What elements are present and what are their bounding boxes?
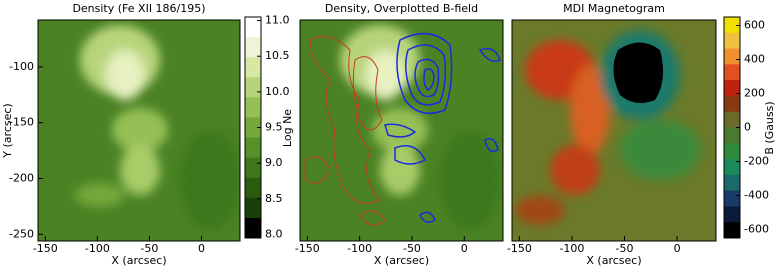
magnetogram-image bbox=[512, 20, 716, 241]
x-tick-label: -50 bbox=[140, 242, 158, 255]
colorbar-tick-label: 10.0 bbox=[265, 85, 290, 98]
colorbar-segment bbox=[724, 48, 740, 65]
colorbar-tick-label: 200 bbox=[744, 87, 765, 100]
colorbar-tick-label: 400 bbox=[744, 53, 765, 66]
density-image bbox=[38, 20, 240, 241]
colorbar-segment bbox=[724, 159, 740, 176]
colorbar-tick-label: -600 bbox=[744, 223, 769, 236]
colorbar-tick-label: -400 bbox=[744, 189, 769, 202]
colorbar-segment bbox=[245, 97, 261, 118]
x-tick-label: -100 bbox=[347, 242, 372, 255]
colorbar-tick-label: 11.0 bbox=[265, 14, 290, 27]
colorbar-segment bbox=[724, 190, 740, 207]
colorbar-segment bbox=[245, 77, 261, 98]
x-axis-label: X (arcsec) bbox=[111, 254, 166, 267]
colorbar-segment bbox=[724, 127, 740, 144]
colorbar-segment bbox=[724, 143, 740, 160]
y-tick-label: -150 bbox=[9, 116, 34, 129]
x-tick-label: -100 bbox=[559, 242, 584, 255]
colorbar-segment bbox=[245, 177, 261, 199]
colorbar-segment bbox=[724, 111, 740, 128]
x-axis-label: X (arcsec) bbox=[374, 254, 429, 267]
x-tick-label: -150 bbox=[507, 242, 532, 255]
plot-frame bbox=[511, 19, 717, 242]
colorbar-tick-label: 0 bbox=[744, 121, 751, 134]
colorbar-tick-label: -200 bbox=[744, 155, 769, 168]
panel-title: Density, Overplotted B-field bbox=[325, 2, 478, 15]
x-tick-label: -50 bbox=[616, 242, 634, 255]
y-tick-label: -250 bbox=[9, 227, 34, 240]
colorbar-segment bbox=[245, 57, 261, 78]
colorbar-segment bbox=[724, 80, 740, 97]
panel-title: Density (Fe XII 186/195) bbox=[72, 2, 205, 15]
colorbar-tick-label: 8.5 bbox=[265, 192, 283, 205]
colorbar-segment bbox=[724, 222, 740, 239]
colorbar-segment bbox=[245, 217, 261, 239]
plot-frame bbox=[299, 19, 504, 242]
colorbar-segment bbox=[724, 95, 740, 113]
x-tick-label: 0 bbox=[461, 242, 468, 255]
colorbar-segment bbox=[724, 32, 740, 50]
colorbar-tick-label: 10.5 bbox=[265, 49, 290, 62]
panel-title: MDI Magnetogram bbox=[563, 2, 665, 15]
x-tick-label: -150 bbox=[295, 242, 320, 255]
colorbar-label: B (Gauss) bbox=[763, 101, 776, 154]
colorbar-label: Log Ne bbox=[281, 109, 294, 147]
colorbar-segment bbox=[245, 157, 261, 179]
colorbar-segment bbox=[245, 37, 261, 58]
y-axis-label: Y (arcsec) bbox=[1, 103, 14, 158]
x-tick-label: -50 bbox=[403, 242, 421, 255]
colorbar-tick-label: 600 bbox=[744, 19, 765, 32]
x-axis-label: X (arcsec) bbox=[586, 254, 641, 267]
colorbar-segment bbox=[245, 137, 261, 159]
colorbar-segment bbox=[724, 174, 740, 192]
colorbar-segment bbox=[724, 17, 740, 34]
colorbar-segment bbox=[724, 64, 740, 81]
colorbar-tick-label: 9.0 bbox=[265, 156, 283, 169]
x-tick-label: -100 bbox=[85, 242, 110, 255]
y-tick-label: -200 bbox=[9, 171, 34, 184]
colorbar-tick-label: 8.0 bbox=[265, 227, 283, 240]
y-tick-label: -100 bbox=[9, 60, 34, 73]
colorbar-segment bbox=[724, 206, 740, 223]
x-tick-label: 0 bbox=[674, 242, 681, 255]
colorbar-tick-label: 9.5 bbox=[265, 121, 283, 134]
x-tick-label: 0 bbox=[198, 242, 205, 255]
density-bfield-image bbox=[300, 20, 503, 241]
x-tick-label: -150 bbox=[33, 242, 58, 255]
plot-frame bbox=[37, 19, 241, 242]
colorbar-segment bbox=[245, 197, 261, 219]
colorbar-segment bbox=[245, 117, 261, 139]
colorbar-segment bbox=[245, 17, 261, 38]
